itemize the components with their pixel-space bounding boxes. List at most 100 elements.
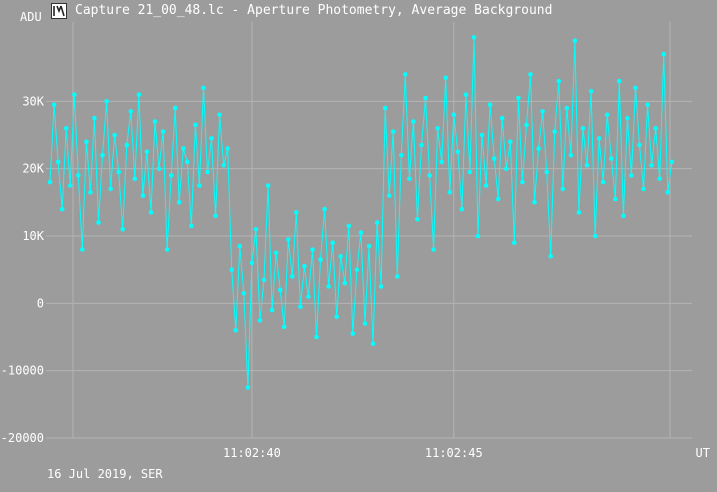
data-point bbox=[72, 92, 77, 97]
data-point bbox=[370, 341, 376, 347]
y-tick-label: 0 bbox=[37, 296, 44, 310]
data-point bbox=[346, 223, 352, 229]
data-point bbox=[609, 156, 614, 161]
data-point bbox=[427, 173, 432, 178]
y-tick-label: 20K bbox=[22, 162, 44, 176]
data-point bbox=[306, 294, 311, 299]
data-point bbox=[556, 78, 562, 84]
data-point bbox=[411, 119, 416, 124]
data-point bbox=[100, 152, 105, 158]
data-point bbox=[310, 247, 315, 252]
data-point bbox=[140, 193, 146, 198]
data-point bbox=[475, 233, 481, 239]
data-point bbox=[294, 210, 299, 215]
data-point bbox=[160, 129, 166, 134]
data-point bbox=[326, 284, 331, 289]
data-point bbox=[491, 156, 497, 161]
data-point bbox=[132, 176, 138, 182]
data-point bbox=[395, 274, 400, 279]
x-axis-label: UT bbox=[696, 446, 710, 460]
data-point bbox=[148, 210, 154, 215]
data-point bbox=[576, 210, 582, 215]
data-point bbox=[403, 72, 408, 77]
data-point bbox=[572, 38, 578, 43]
data-point bbox=[495, 196, 501, 202]
data-point bbox=[584, 163, 590, 168]
data-point bbox=[245, 385, 251, 390]
data-point bbox=[144, 149, 150, 155]
data-point bbox=[63, 126, 69, 131]
data-point bbox=[366, 243, 372, 249]
data-point bbox=[596, 136, 602, 141]
data-point bbox=[451, 112, 457, 118]
graph-app-icon bbox=[51, 3, 67, 19]
data-point bbox=[193, 122, 198, 128]
y-tick-label: 30K bbox=[22, 94, 44, 108]
data-point bbox=[290, 274, 295, 279]
data-point bbox=[362, 321, 368, 326]
data-point bbox=[189, 223, 194, 229]
data-point bbox=[233, 328, 239, 333]
data-point bbox=[156, 166, 162, 171]
data-point bbox=[568, 152, 574, 158]
data-point bbox=[378, 284, 384, 289]
data-point bbox=[221, 163, 226, 168]
data-point bbox=[407, 176, 412, 182]
data-point bbox=[269, 307, 275, 313]
data-point bbox=[164, 247, 170, 252]
data-point bbox=[249, 260, 255, 266]
data-point bbox=[84, 139, 89, 144]
data-point bbox=[374, 220, 380, 225]
data-point bbox=[80, 247, 85, 252]
data-point bbox=[524, 122, 529, 128]
data-point bbox=[265, 183, 271, 188]
data-point bbox=[382, 105, 388, 111]
data-point bbox=[176, 200, 182, 205]
data-point bbox=[487, 102, 493, 107]
data-point bbox=[552, 129, 557, 134]
data-point bbox=[443, 75, 449, 81]
data-point bbox=[318, 257, 323, 262]
data-point bbox=[649, 163, 654, 168]
y-tick-label: 10K bbox=[22, 229, 44, 243]
data-point bbox=[136, 92, 142, 97]
data-point bbox=[467, 169, 473, 175]
y-tick-labels: 30K 20K 10K 0 -10000 -20000 bbox=[1, 94, 45, 445]
data-point bbox=[152, 119, 158, 124]
chart-grid bbox=[46, 22, 692, 439]
title-bar: Capture 21_00_48.lc - Aperture Photometr… bbox=[0, 0, 717, 22]
data-point bbox=[483, 183, 489, 188]
data-point bbox=[277, 287, 283, 293]
data-point bbox=[185, 159, 190, 165]
data-point bbox=[322, 206, 327, 212]
data-point bbox=[459, 206, 465, 212]
data-point bbox=[548, 253, 553, 259]
data-point bbox=[261, 277, 267, 283]
data-point bbox=[96, 220, 101, 225]
data-point bbox=[67, 183, 73, 188]
window-title: Capture 21_00_48.lc - Aperture Photometr… bbox=[75, 3, 553, 18]
data-point bbox=[504, 166, 509, 171]
data-point bbox=[499, 115, 505, 121]
data-point bbox=[435, 126, 440, 131]
data-point bbox=[399, 152, 404, 158]
data-point bbox=[463, 92, 469, 97]
data-point bbox=[108, 186, 113, 192]
x-tick-label: 11:02:45 bbox=[425, 446, 483, 460]
data-point bbox=[128, 109, 134, 114]
data-point bbox=[55, 159, 61, 165]
data-point bbox=[302, 264, 307, 269]
data-point bbox=[168, 173, 174, 178]
data-point bbox=[334, 314, 340, 320]
data-point bbox=[59, 206, 65, 212]
data-point bbox=[544, 169, 549, 175]
data-point bbox=[447, 189, 453, 195]
data-point bbox=[281, 324, 287, 330]
data-point bbox=[209, 136, 214, 141]
data-point bbox=[217, 112, 222, 118]
data-point bbox=[455, 149, 461, 155]
data-point bbox=[112, 132, 117, 138]
date-label: 16 Jul 2019, SER bbox=[47, 467, 163, 481]
x-tick-label: 11:02:40 bbox=[223, 446, 281, 460]
data-point bbox=[580, 126, 586, 131]
